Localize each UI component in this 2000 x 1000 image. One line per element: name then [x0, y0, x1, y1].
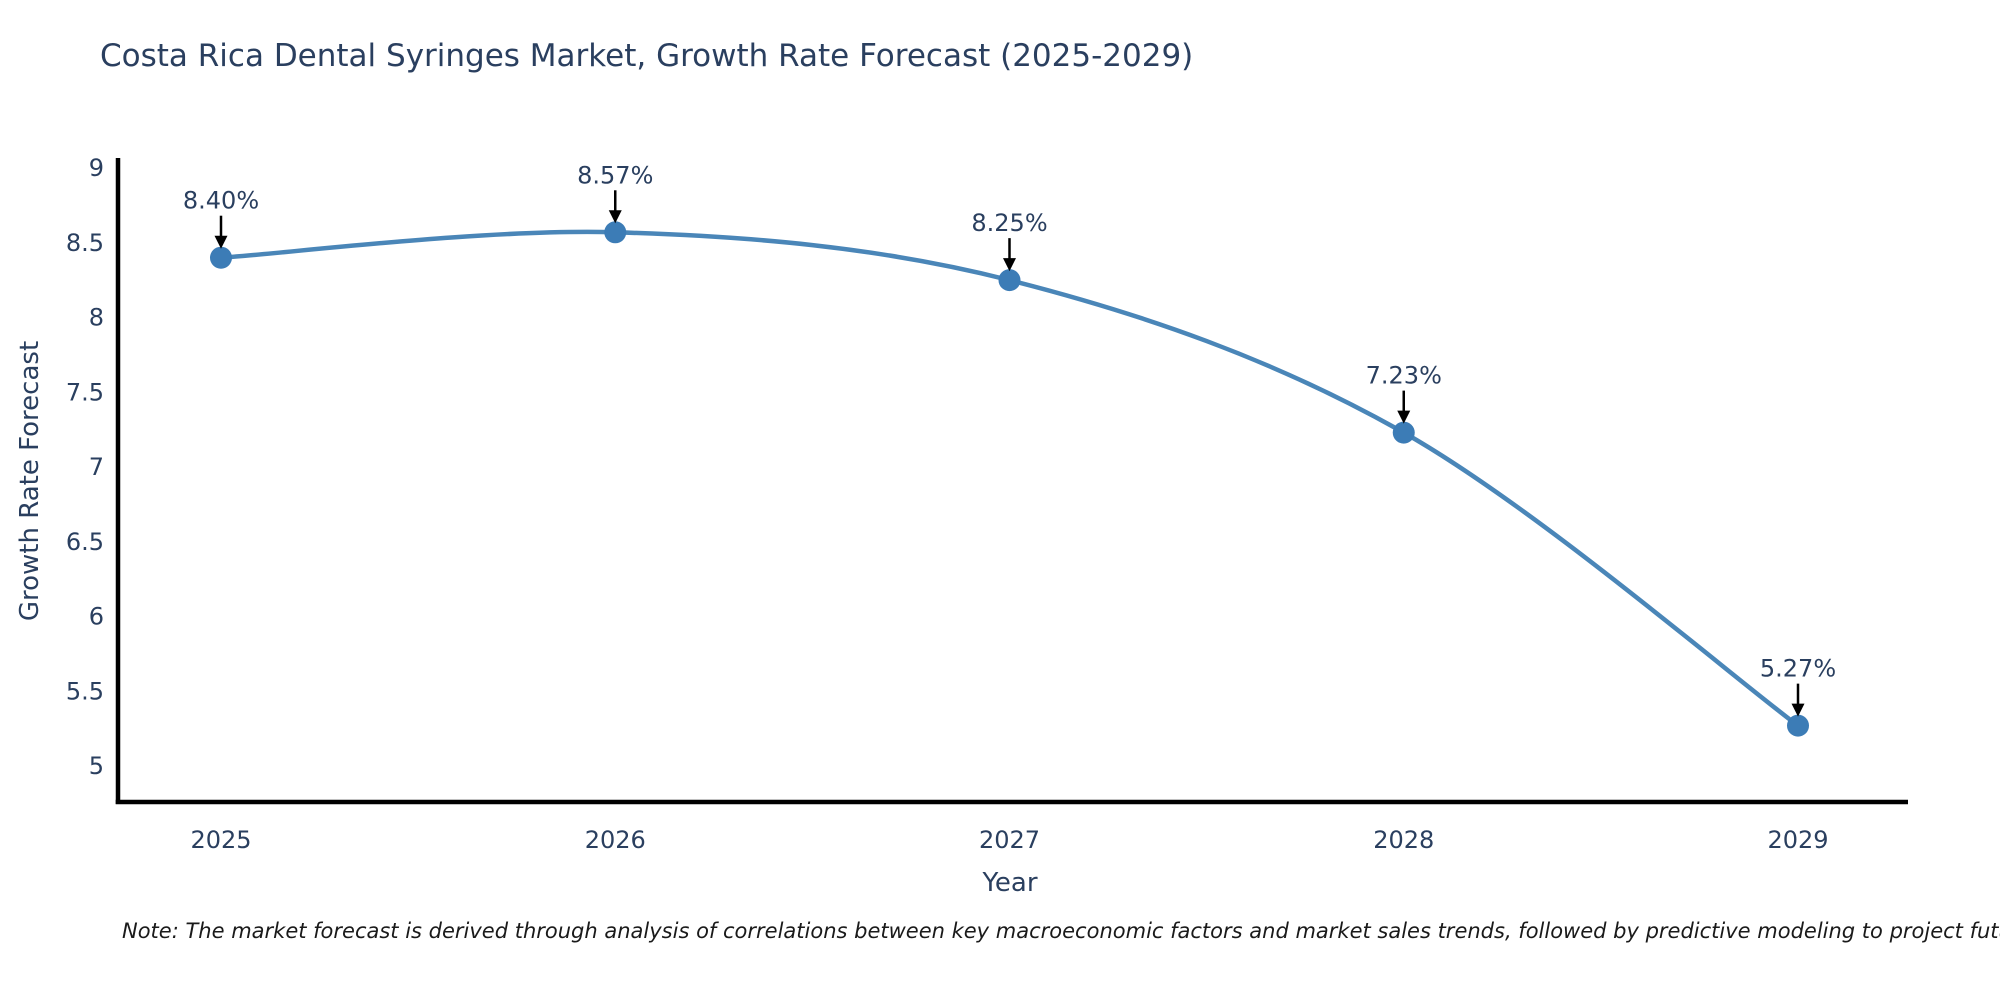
- y-tick-label: 5: [89, 752, 104, 780]
- data-point-marker: [210, 246, 232, 269]
- x-axis-title: Year: [982, 868, 1038, 898]
- chart-title: Costa Rica Dental Syringes Market, Growt…: [100, 38, 1194, 74]
- y-tick-label: 9: [89, 154, 104, 182]
- y-tick-label: 5.5: [66, 677, 104, 705]
- annotation-arrowhead: [1003, 258, 1016, 272]
- x-tick-label: 2028: [1373, 826, 1434, 854]
- x-tick-label: 2026: [585, 826, 646, 854]
- annotation-arrowhead: [1791, 703, 1805, 717]
- y-tick-label: 8: [89, 304, 104, 332]
- y-tick-label: 6.5: [66, 528, 104, 556]
- data-point-marker: [998, 269, 1021, 292]
- annotation-label: 8.25%: [971, 209, 1047, 237]
- x-tick-label: 2027: [979, 826, 1040, 854]
- annotation-label: 8.57%: [577, 161, 653, 189]
- chart-footnote: Note: The market forecast is derived thr…: [122, 919, 2000, 943]
- annotation-label: 5.27%: [1760, 655, 1836, 683]
- y-axis-title: Growth Rate Forecast: [15, 340, 45, 622]
- data-point-marker: [1392, 421, 1415, 444]
- data-point-marker: [604, 221, 627, 244]
- annotation-label: 8.40%: [183, 187, 259, 215]
- y-tick-label: 7: [89, 453, 104, 481]
- annotation-arrowhead: [1397, 410, 1411, 424]
- y-tick-label: 8.5: [66, 229, 104, 257]
- series-line: [218, 229, 1801, 728]
- annotation-arrowhead: [608, 210, 622, 224]
- y-tick-label: 7.5: [66, 378, 104, 406]
- annotation-arrowhead: [214, 235, 228, 249]
- annotation-label: 7.23%: [1366, 362, 1442, 390]
- x-tick-label: 2029: [1767, 826, 1828, 854]
- data-point-marker: [1787, 714, 1809, 737]
- y-tick-label: 6: [89, 603, 104, 631]
- x-tick-label: 2025: [190, 826, 251, 854]
